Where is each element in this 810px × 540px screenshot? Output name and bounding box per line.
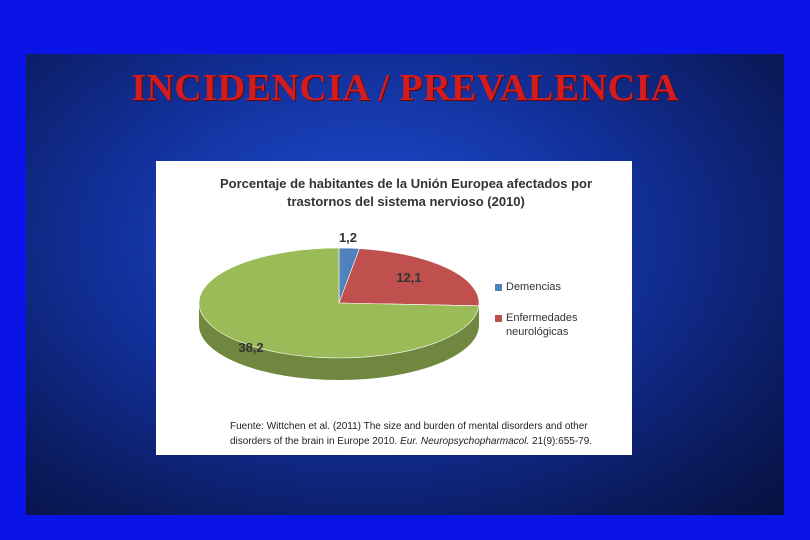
legend-label-demencias: Demencias	[506, 281, 562, 293]
legend-swatch-demencias	[495, 284, 502, 291]
pie-slice-2	[338, 248, 480, 307]
source-text: disorders of the brain in Europe 2010.	[230, 436, 401, 447]
pie-slice-0	[198, 247, 480, 359]
source-volume: 21(9):655-79.	[529, 436, 593, 447]
pie-chart: 1,2 12,1 38,2	[198, 230, 480, 380]
data-label-1: 1,2	[339, 230, 357, 245]
source-line-1: Fuente: Wittchen et al. (2011) The size …	[230, 421, 588, 432]
source-line-2: disorders of the brain in Europe 2010. E…	[230, 434, 630, 449]
source-citation: Fuente: Wittchen et al. (2011) The size …	[230, 419, 630, 449]
legend-swatch-enfermedades	[495, 315, 502, 322]
data-label-2: 12,1	[396, 270, 421, 285]
slide-title: INCIDENCIA / PREVALENCIA	[131, 67, 679, 109]
data-label-0: 38,2	[238, 340, 263, 355]
chart-title: Porcentaje de habitantes de la Unión Eur…	[219, 176, 593, 209]
source-journal: Eur. Neuropsychopharmacol.	[400, 436, 530, 447]
legend-label-enfermedades: Enfermedades neurológicas	[506, 312, 578, 338]
pie-side	[199, 303, 479, 380]
chart-figure: Porcentaje de habitantes de la Unión Eur…	[156, 161, 632, 455]
